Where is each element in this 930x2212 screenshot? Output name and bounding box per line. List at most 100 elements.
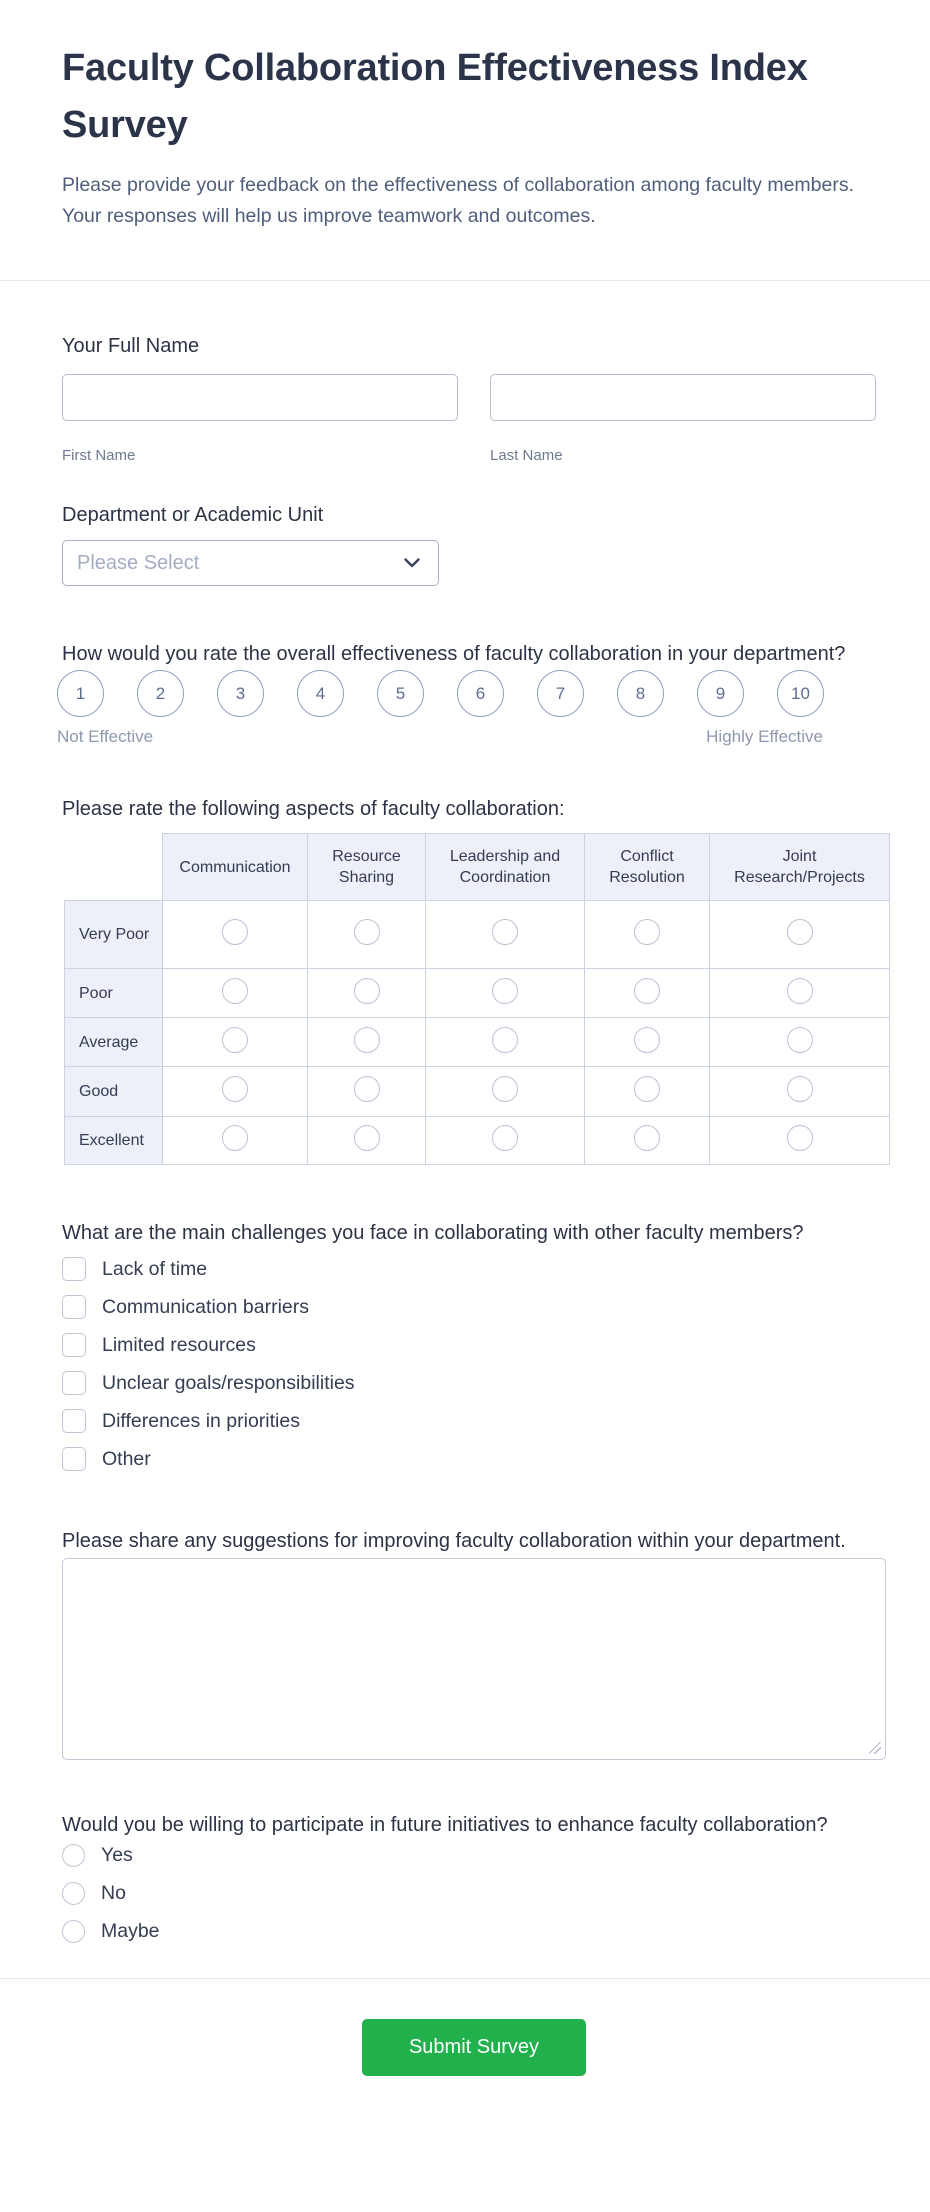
challenge-option[interactable]: Lack of time (62, 1257, 886, 1282)
future-option[interactable]: Yes (62, 1844, 886, 1868)
matrix-radio[interactable] (492, 1026, 518, 1053)
department-select[interactable]: Please Select (62, 540, 439, 587)
radio-icon[interactable] (62, 1844, 85, 1868)
scale-option-6[interactable]: 6 (457, 670, 504, 718)
full-name-fields: First Name Last Name (62, 374, 886, 464)
matrix-cell (425, 1116, 585, 1166)
matrix-radio[interactable] (222, 1026, 248, 1053)
matrix-radio[interactable] (353, 1026, 380, 1053)
matrix-cell (307, 1017, 426, 1068)
matrix-column-header: Resource Sharing (307, 833, 426, 902)
option-label: Unclear goals/responsibilities (102, 1371, 355, 1394)
matrix-radio[interactable] (786, 1125, 813, 1152)
matrix-radio[interactable] (634, 977, 660, 1004)
scale-option-5[interactable]: 5 (377, 670, 424, 718)
matrix-cell (584, 968, 710, 1019)
matrix-cell (162, 900, 308, 970)
matrix-radio[interactable] (634, 1125, 660, 1152)
option-label: No (101, 1882, 126, 1905)
scale-option-10[interactable]: 10 (777, 670, 824, 718)
textarea-resize-handle[interactable] (869, 1742, 881, 1755)
first-name-input[interactable] (62, 374, 458, 422)
matrix-cell (584, 1066, 710, 1118)
matrix-radio[interactable] (634, 919, 660, 946)
scale-option-1[interactable]: 1 (57, 670, 104, 718)
challenge-option[interactable]: Communication barriers (62, 1295, 886, 1320)
page-title: Faculty Collaboration Effectiveness Inde… (62, 47, 808, 146)
option-label: Differences in priorities (102, 1409, 300, 1432)
challenge-option[interactable]: Limited resources (62, 1333, 886, 1358)
matrix-radio[interactable] (353, 1076, 380, 1103)
matrix-radio[interactable] (492, 919, 518, 946)
matrix-radio[interactable] (492, 977, 518, 1004)
matrix-radio[interactable] (634, 1026, 660, 1053)
checkbox-icon[interactable] (62, 1409, 86, 1434)
first-name-sublabel: First Name (62, 447, 136, 465)
scale-option-8[interactable]: 8 (617, 670, 664, 718)
last-name-input[interactable] (490, 374, 876, 422)
radio-icon[interactable] (62, 1920, 85, 1944)
option-label: Yes (101, 1844, 133, 1867)
matrix-cell (162, 1066, 308, 1118)
challenge-option[interactable]: Unclear goals/responsibilities (62, 1371, 886, 1396)
matrix-radio[interactable] (222, 1125, 248, 1152)
scale-option-7[interactable]: 7 (537, 670, 584, 718)
matrix-row-header: Poor (64, 968, 163, 1019)
checkbox-icon[interactable] (62, 1333, 86, 1358)
matrix-radio[interactable] (492, 1076, 518, 1103)
matrix-radio[interactable] (353, 919, 380, 946)
matrix-radio[interactable] (353, 977, 380, 1004)
submit-button[interactable]: Submit Survey (362, 2019, 586, 2077)
option-label: Communication barriers (102, 1295, 309, 1318)
matrix-radio[interactable] (786, 919, 813, 946)
challenge-option[interactable]: Differences in priorities (62, 1409, 886, 1434)
future-label: Would you be willing to participate in f… (62, 1814, 828, 1837)
option-label: Limited resources (102, 1333, 256, 1356)
checkbox-icon[interactable] (62, 1295, 86, 1320)
matrix-radio[interactable] (492, 1125, 518, 1152)
matrix-cell (584, 1116, 710, 1166)
matrix-radio[interactable] (222, 1076, 248, 1103)
matrix-cell (584, 1017, 710, 1068)
scale-min-label: Not Effective (57, 727, 154, 747)
matrix-cell (425, 900, 585, 970)
scale-option-3[interactable]: 3 (217, 670, 264, 718)
matrix-cell (709, 900, 890, 970)
option-label: Other (102, 1447, 151, 1470)
matrix-radio[interactable] (786, 1076, 813, 1103)
matrix-radio[interactable] (353, 1125, 380, 1152)
matrix-cell (162, 1116, 308, 1166)
checkbox-icon[interactable] (62, 1371, 86, 1396)
future-option[interactable]: Maybe (62, 1920, 886, 1944)
future-option[interactable]: No (62, 1882, 886, 1906)
matrix-radio[interactable] (222, 919, 248, 946)
department-select-placeholder: Please Select (77, 551, 200, 574)
checkbox-icon[interactable] (62, 1447, 86, 1472)
header-divider (0, 280, 930, 282)
matrix-cell (307, 968, 426, 1019)
matrix-cell (584, 900, 710, 970)
form-header: Faculty Collaboration Effectiveness Inde… (0, 0, 930, 232)
matrix-radio[interactable] (786, 977, 813, 1004)
matrix-radio[interactable] (222, 977, 248, 1004)
checkbox-icon[interactable] (62, 1257, 86, 1282)
matrix-radio[interactable] (786, 1026, 813, 1053)
matrix-cell (709, 1116, 890, 1166)
matrix-radio[interactable] (634, 1076, 660, 1103)
suggestions-textarea[interactable] (62, 1558, 886, 1761)
scale-option-4[interactable]: 4 (297, 670, 344, 718)
challenge-option[interactable]: Other (62, 1447, 886, 1472)
matrix-row-header: Excellent (64, 1116, 163, 1166)
matrix-column-header: Leadership and Coordination (425, 833, 585, 902)
scale-option-9[interactable]: 9 (697, 670, 744, 718)
option-label: Lack of time (102, 1257, 208, 1280)
matrix-cell (709, 1017, 890, 1068)
rating-scale: 1 2 3 4 5 6 7 8 9 10 (57, 670, 886, 718)
challenges-label: What are the main challenges you face in… (62, 1222, 804, 1245)
matrix-column-header: Conflict Resolution (584, 833, 710, 902)
challenges-options: Lack of time Communication barriers Limite… (62, 1257, 886, 1472)
matrix-cell (307, 1066, 426, 1118)
radio-icon[interactable] (62, 1882, 85, 1906)
overall-rating-label: How would you rate the overall effective… (62, 643, 846, 666)
scale-option-2[interactable]: 2 (137, 670, 184, 718)
